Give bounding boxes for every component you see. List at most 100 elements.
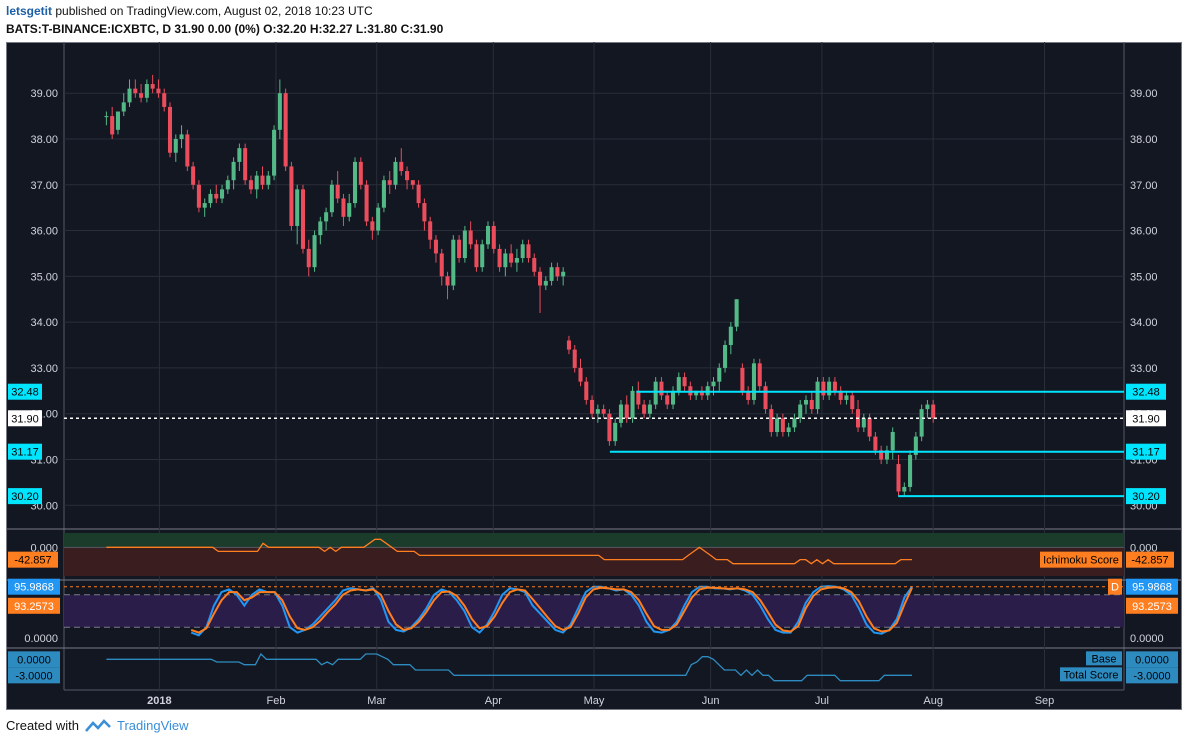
candle-body — [381, 180, 386, 208]
candle-body — [711, 381, 716, 387]
ichimoku-value-right: -42.857 — [1131, 555, 1168, 567]
candle-body — [867, 418, 872, 437]
price-axis-tick-label: 38.00 — [1130, 134, 1158, 146]
candle-body — [462, 230, 467, 259]
candle-body — [104, 116, 109, 118]
candle-body — [751, 363, 756, 400]
candle-body — [433, 239, 438, 254]
stoch-k-value-left: 95.9868 — [14, 582, 54, 594]
candle-body — [312, 235, 317, 268]
candle-body — [231, 161, 236, 181]
chart-canvas[interactable]: 30.0030.0031.0031.0032.0032.0033.0033.00… — [6, 42, 1182, 710]
candle-body — [335, 184, 340, 199]
candle-body — [497, 248, 502, 268]
candle-body — [254, 175, 259, 190]
candle-body — [364, 184, 369, 222]
price-axis-tick-label: 39.00 — [30, 88, 58, 100]
candle-body — [225, 180, 230, 190]
publish-info: letsgetit published on TradingView.com, … — [6, 4, 373, 18]
candle-body — [896, 464, 901, 492]
candle-body — [908, 454, 913, 487]
candle-body — [838, 390, 843, 400]
total-tag-right — [1126, 667, 1178, 684]
total-legend-tag — [1060, 667, 1122, 682]
candle-body — [723, 345, 728, 368]
stoch-k-tag-right — [1126, 578, 1178, 595]
candle-body — [803, 399, 809, 405]
level-label-left: 31.17 — [11, 447, 39, 459]
candle-body — [399, 161, 404, 172]
base-tag-right — [1126, 651, 1178, 668]
price-axis-tick-label: 37.00 — [30, 180, 58, 192]
base-tag-left — [8, 651, 60, 668]
candle-body — [514, 258, 519, 263]
candle-body — [931, 404, 936, 419]
candle-body — [220, 189, 225, 199]
price-axis-tick-label: 38.00 — [30, 134, 58, 146]
candle-body — [416, 184, 421, 204]
time-axis-tick-label: Apr — [485, 695, 502, 707]
candle-body — [451, 239, 456, 286]
ichimoku-tick-label: 0.000 — [30, 542, 58, 554]
candle-body — [526, 244, 531, 259]
candle-body — [133, 88, 138, 94]
ichimoku-bull-zone — [64, 533, 1124, 548]
level-tag-right — [1126, 383, 1166, 400]
candle-body — [590, 399, 595, 414]
candle-body — [266, 175, 271, 185]
stoch-k-tag-left — [8, 578, 60, 595]
candle-body — [670, 390, 676, 405]
candle-body — [121, 102, 126, 112]
level-label-left: 30.20 — [11, 491, 39, 503]
candle-body — [601, 409, 606, 414]
ichimoku-tick-label: 0.000 — [1130, 542, 1158, 554]
candle-body — [260, 175, 265, 185]
level-label-left: 32.48 — [11, 387, 39, 399]
candle-body — [376, 207, 381, 231]
publisher-name[interactable]: letsgetit — [6, 4, 53, 18]
candle-body — [445, 276, 450, 286]
total-value-left: -3.0000 — [15, 670, 52, 682]
candle-body — [850, 395, 855, 410]
candle-body — [318, 221, 323, 236]
level-tag-right — [1126, 443, 1166, 460]
tradingview-brand[interactable]: TradingView — [116, 718, 189, 733]
price-axis-tick-label: 33.00 — [30, 363, 58, 375]
stoch-d-tag-right — [1126, 597, 1178, 614]
candle-body — [740, 367, 745, 391]
candle-body — [786, 427, 791, 433]
candle-body — [272, 129, 277, 176]
candle-body — [538, 271, 543, 286]
ichimoku-value-tag-right — [1126, 551, 1174, 568]
candle-body — [428, 221, 433, 240]
candle-body — [780, 418, 785, 433]
candle-body — [925, 404, 930, 410]
candle-body — [734, 299, 739, 327]
candle-body — [191, 166, 196, 185]
candle-body — [676, 377, 681, 391]
candle-body — [214, 193, 219, 199]
last-price-label-left: 31.90 — [11, 413, 39, 425]
candle-body — [410, 180, 415, 185]
candle-body — [861, 418, 866, 428]
time-axis-tick-label: May — [584, 695, 605, 707]
price-axis-tick-label: 34.00 — [30, 317, 58, 329]
time-axis-tick-label: Jun — [702, 695, 720, 707]
price-axis-tick-label: 35.00 — [30, 271, 58, 283]
last-price-tag-right — [1126, 410, 1166, 427]
stoch-tick-label: 0.0000 — [24, 633, 58, 645]
candle-body — [618, 404, 624, 423]
candle-body — [815, 381, 820, 410]
candle-body — [127, 88, 132, 103]
candle-body — [543, 280, 548, 286]
time-axis-tick-label: Mar — [367, 695, 386, 707]
candle-body — [150, 84, 155, 89]
candle-body — [757, 363, 762, 387]
candle-body — [237, 148, 242, 162]
total-tag-left — [8, 667, 60, 684]
candle-body — [439, 253, 444, 277]
candle-body — [491, 225, 496, 249]
candle-body — [879, 450, 884, 460]
candle-body — [873, 436, 878, 451]
candle-body — [405, 171, 410, 181]
